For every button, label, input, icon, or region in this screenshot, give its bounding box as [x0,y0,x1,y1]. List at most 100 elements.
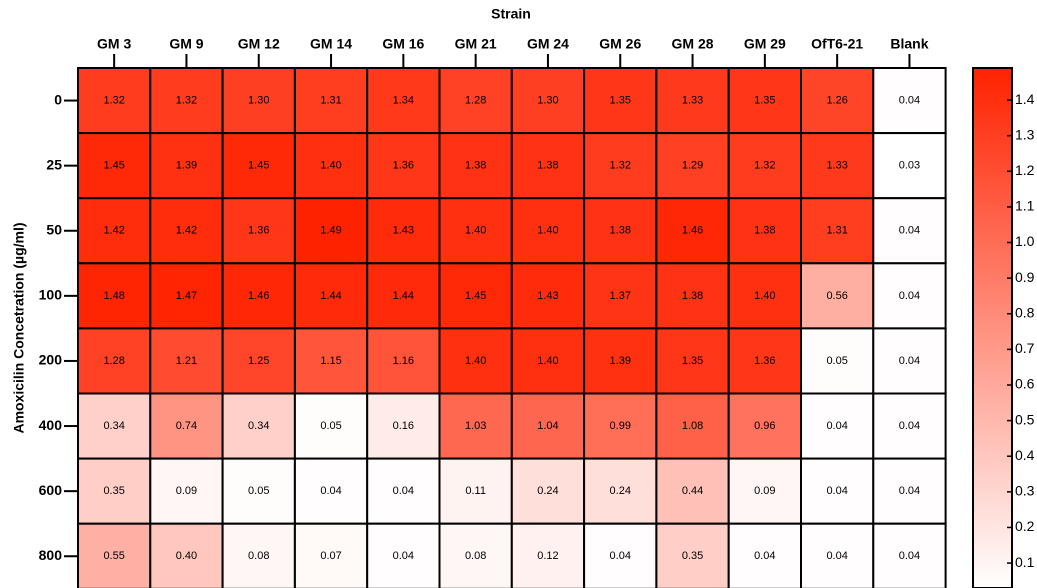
cell-label: 0.08 [465,550,486,562]
heat-cell [77,392,152,460]
heat-cell [149,67,224,135]
x-tick-label: GM 9 [169,36,203,52]
cell-label: 1.30 [537,94,558,106]
cell-label: 1.37 [610,290,631,302]
cell-label: 0.04 [393,550,414,562]
cell-label: 1.25 [248,355,269,367]
heat-cell [77,457,152,525]
cell-label: 0.05 [826,355,847,367]
heat-cell [872,197,947,265]
cell-label: 0.03 [899,160,920,172]
cell-label: 0.74 [176,420,197,432]
heat-cell [800,262,875,330]
heat-cell [221,327,296,395]
heat-cell [293,132,369,200]
cell-label: 1.49 [320,225,341,237]
heat-cell [149,132,224,200]
cell-label: 0.34 [248,420,269,432]
colorbar-tick-label: 0.3 [1015,483,1035,499]
colorbar-tick-label: 0.6 [1015,376,1035,392]
cell-label: 1.43 [393,225,414,237]
cell-label: 0.04 [320,485,341,497]
cell-label: 1.32 [754,160,775,172]
heat-cell [438,522,513,588]
cell-label: 0.24 [537,485,558,497]
heat-cell [872,522,947,588]
cell-label: 0.12 [537,550,558,562]
cell-label: 0.35 [682,550,703,562]
cell-label: 0.04 [754,550,775,562]
heat-cell [77,262,152,330]
heat-cell [727,132,803,200]
x-tick-label: GM 14 [310,36,352,52]
heat-cell [872,392,947,460]
cell-label: 1.36 [248,225,269,237]
heat-cell [149,522,224,588]
cell-label: 1.38 [610,225,631,237]
cell-label: 0.24 [610,485,631,497]
colorbar-tick-label: 0.2 [1015,518,1035,534]
cell-label: 0.96 [754,420,775,432]
y-tick-label: 400 [39,417,63,433]
cell-label: 0.04 [610,550,631,562]
cell-label: 0.04 [899,355,920,367]
cell-label: 1.42 [176,225,197,237]
heat-cell [510,197,586,265]
heat-cell [510,327,586,395]
cell-label: 0.04 [393,485,414,497]
cell-label: 1.34 [393,94,414,106]
heat-cell [510,522,586,588]
heat-cell [583,392,658,460]
cell-label: 1.40 [537,225,558,237]
colorbar-tick-label: 0.1 [1015,554,1035,570]
cell-label: 1.16 [393,355,414,367]
heat-cell [366,132,441,200]
cell-label: 1.29 [682,160,703,172]
y-tick-label: 50 [46,221,62,237]
cell-label: 0.08 [248,550,269,562]
cell-label: 1.28 [465,94,486,106]
y-tick-label: 0 [54,91,62,107]
heat-cell [293,457,369,525]
cell-label: 1.43 [537,290,558,302]
x-axis-title: Strain [491,6,531,22]
colorbar-tick-label: 1.3 [1015,126,1035,142]
cell-label: 1.40 [320,160,341,172]
cell-label: 1.45 [248,160,269,172]
cell-label: 0.56 [826,290,847,302]
heat-cell [149,457,224,525]
cell-label: 0.55 [103,550,124,562]
colorbar-tick-label: 0.9 [1015,269,1035,285]
heat-cell [221,522,296,588]
cell-label: 1.04 [537,420,558,432]
heat-cell [221,197,296,265]
cell-label: 1.42 [103,225,124,237]
cell-label: 1.40 [537,355,558,367]
x-tick-label: Blank [890,36,928,52]
heat-cell [727,522,803,588]
x-tick-label: GM 16 [382,36,424,52]
cell-label: 1.40 [465,225,486,237]
cell-label: 1.32 [610,160,631,172]
y-tick-label: 100 [39,287,63,303]
cell-label: 1.30 [248,94,269,106]
colorbar-tick-label: 0.8 [1015,304,1035,320]
heat-cell [800,327,875,395]
cell-label: 1.38 [682,290,703,302]
cell-label: 1.45 [465,290,486,302]
cell-label: 1.35 [754,94,775,106]
cell-label: 0.05 [248,485,269,497]
cell-label: 1.26 [826,94,847,106]
heat-cell [438,457,513,525]
cell-label: 0.40 [176,550,197,562]
x-tick-label: GM 29 [744,36,786,52]
cell-label: 0.44 [682,485,703,497]
x-tick-label: GM 26 [599,36,641,52]
cell-label: 1.32 [176,94,197,106]
heat-cell [655,262,730,330]
cell-label: 1.40 [754,290,775,302]
heat-cell [366,197,441,265]
cell-label: 1.36 [393,160,414,172]
heat-cell [727,457,803,525]
cell-label: 0.04 [899,550,920,562]
